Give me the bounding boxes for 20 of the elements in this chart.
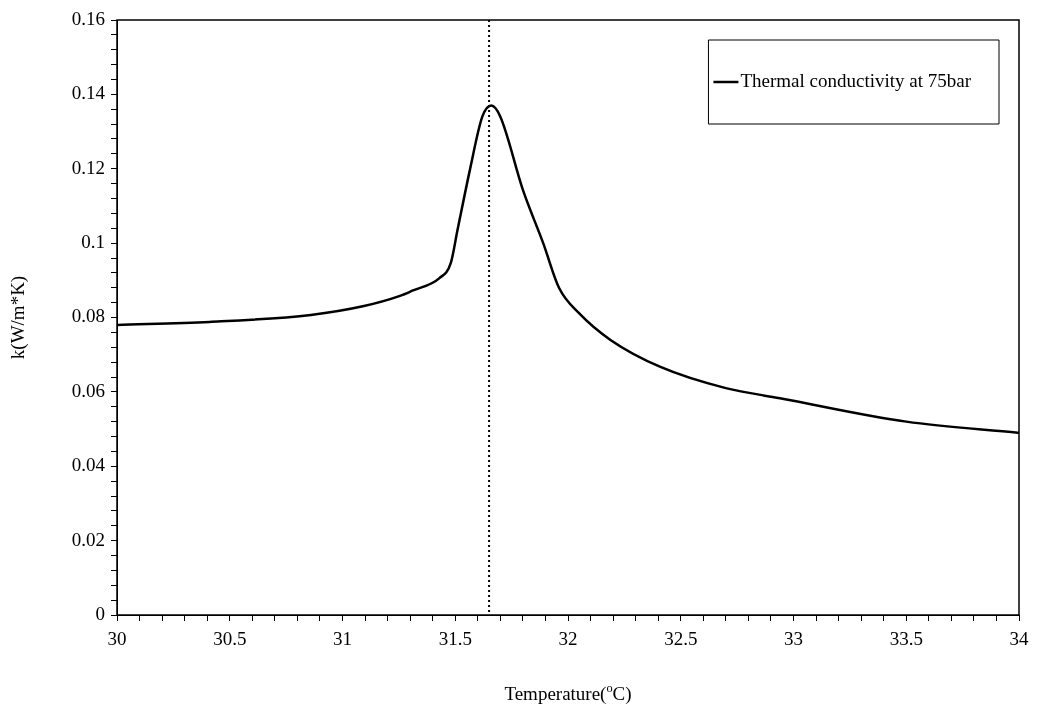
y-tick-label: 0 xyxy=(95,602,105,624)
legend-label: Thermal conductivity at 75bar xyxy=(740,69,972,91)
y-tick-label: 0.02 xyxy=(71,528,105,550)
y-tick-label: 0.08 xyxy=(71,305,105,327)
x-tick-label: 33 xyxy=(784,628,803,650)
y-tick-label: 0.1 xyxy=(81,231,105,253)
x-tick-label: 32.5 xyxy=(664,628,698,650)
y-tick-label: 0.12 xyxy=(71,156,105,178)
y-tick-label: 0.04 xyxy=(71,454,106,476)
y-axis-title: k(W/m*K) xyxy=(7,275,29,360)
y-tick-label: 0.16 xyxy=(71,7,105,29)
y-tick-label: 0.14 xyxy=(71,82,106,104)
y-tick-label: 0.06 xyxy=(71,379,105,401)
x-tick-label: 34 xyxy=(1009,628,1029,650)
x-tick-label: 30 xyxy=(107,628,127,650)
x-tick-label: 31 xyxy=(333,628,352,650)
x-tick-label: 30.5 xyxy=(213,628,247,650)
x-tick-label: 32 xyxy=(558,628,578,650)
x-tick-label: 33.5 xyxy=(889,628,923,650)
x-tick-label: 31.5 xyxy=(438,628,472,650)
